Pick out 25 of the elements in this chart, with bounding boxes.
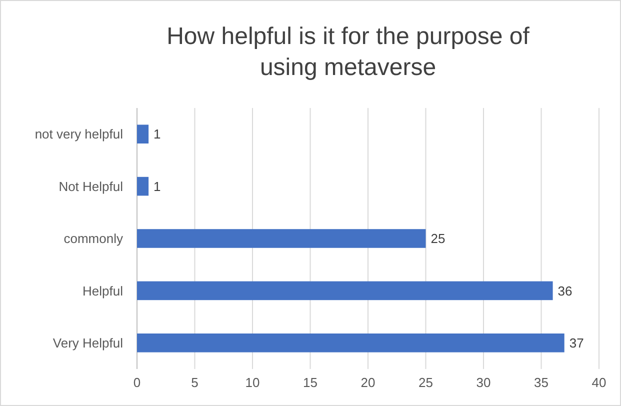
- chart-title: How helpful is it for the purpose of using metaverse: [166, 23, 530, 81]
- x-tick-label: 40: [592, 375, 606, 390]
- y-tick-label: Not Helpful: [58, 178, 124, 194]
- data-label: 37: [569, 335, 584, 350]
- x-tick-label: 35: [534, 375, 548, 390]
- data-label: 25: [430, 231, 446, 246]
- data-label: 36: [558, 283, 572, 298]
- data-label: 1: [154, 126, 161, 142]
- y-tick-label: Helpful: [82, 283, 124, 298]
- data-label: 1: [154, 178, 161, 194]
- y-tick-label: not very helpful: [34, 126, 124, 142]
- bar: [137, 176, 149, 196]
- bar: [137, 229, 426, 248]
- y-tick-label: Very Helpful: [52, 335, 124, 350]
- x-tick-label: 25: [418, 375, 433, 390]
- bar: [137, 124, 149, 144]
- x-tick-label: 0: [133, 375, 141, 390]
- x-tick-label: 15: [303, 375, 318, 390]
- bar: [137, 281, 553, 300]
- y-tick-label: commonly: [64, 231, 124, 246]
- x-tick-label: 30: [476, 375, 491, 390]
- bar: [137, 334, 564, 352]
- x-tick-label: 10: [245, 375, 260, 390]
- x-tick-label: 5: [191, 375, 198, 390]
- x-tick-label: 20: [360, 375, 376, 390]
